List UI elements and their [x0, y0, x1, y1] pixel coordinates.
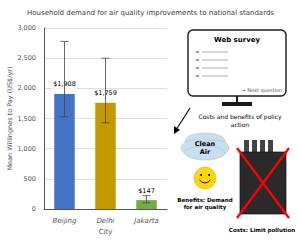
svg-text:2,000: 2,000 [17, 84, 36, 92]
svg-text:Jakarta: Jakarta [132, 217, 159, 225]
svg-text:$147: $147 [138, 187, 155, 195]
svg-text:3,000: 3,000 [17, 24, 36, 32]
svg-text:Benefits: Demand: Benefits: Demand [177, 197, 232, 203]
svg-text:$1,908: $1,908 [53, 80, 76, 89]
svg-text:1,000: 1,000 [17, 145, 36, 153]
svg-text:Beijing: Beijing [53, 217, 77, 225]
svg-text:0: 0 [32, 205, 36, 213]
svg-text:Mean Willingnes to Pay (US$/yr: Mean Willingnes to Pay (US$/yr) [6, 66, 14, 170]
svg-text:$1,759: $1,759 [94, 89, 117, 98]
svg-text:Household demand for air quali: Household demand for air quality improve… [27, 9, 274, 17]
svg-text:City: City [99, 228, 113, 236]
svg-text:→ Next question: → Next question [241, 87, 282, 94]
svg-text:action: action [231, 121, 250, 128]
svg-text:Web survey: Web survey [214, 36, 261, 44]
svg-text:Clean: Clean [195, 140, 216, 148]
svg-text:Air: Air [200, 148, 211, 156]
svg-text:Costs: Limit pollution: Costs: Limit pollution [229, 227, 295, 234]
svg-text:Costs and benefits of policy: Costs and benefits of policy [198, 113, 282, 121]
svg-text:2,500: 2,500 [17, 54, 36, 62]
svg-text:Delhi: Delhi [96, 217, 114, 225]
svg-text:1,500: 1,500 [17, 115, 36, 123]
svg-text:500: 500 [24, 175, 36, 183]
svg-text:for air quality: for air quality [184, 204, 227, 211]
